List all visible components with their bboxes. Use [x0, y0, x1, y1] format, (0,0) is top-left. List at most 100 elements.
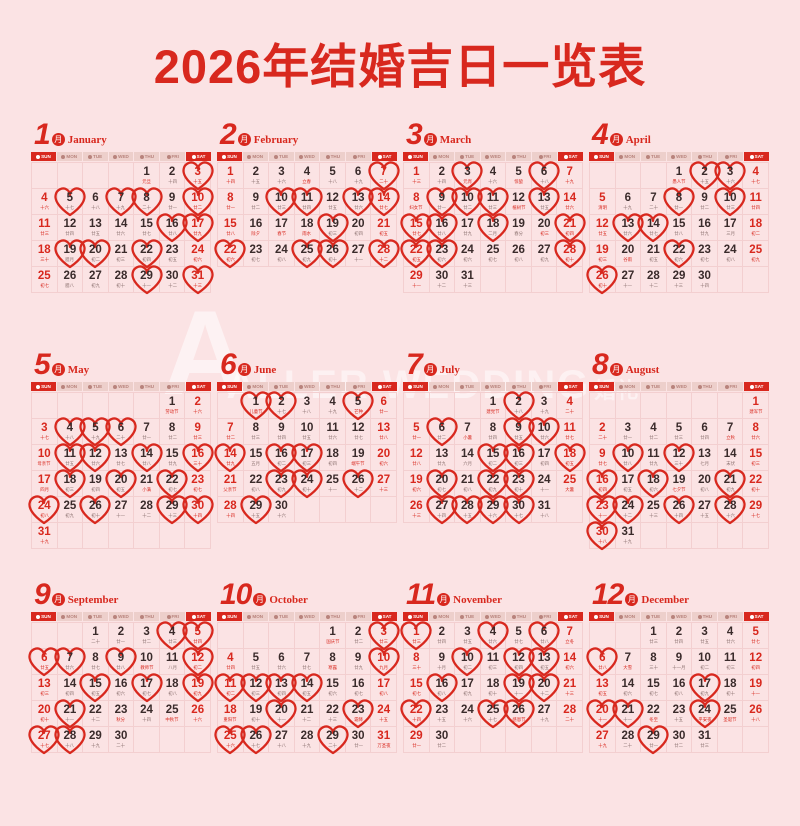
day-cell[interactable]: 31 十三 [455, 267, 481, 293]
day-cell[interactable]: 4 廿三 [156, 620, 188, 650]
day-cell[interactable]: 7 立冬 [557, 623, 583, 649]
day-cell[interactable]: 13 廿五 [528, 186, 560, 216]
day-cell[interactable]: 16 廿八 [156, 212, 188, 242]
day-cell[interactable]: 16 初八 [666, 675, 693, 701]
day-cell[interactable]: 29 十一 [404, 267, 430, 293]
day-cell[interactable]: 13 廿七 [108, 445, 135, 471]
day-cell[interactable]: 18 初十 [717, 675, 744, 701]
day-cell[interactable]: 28 二十 [615, 727, 642, 753]
day-cell[interactable]: 30 十四 [182, 494, 214, 524]
day-cell[interactable]: 5 十九 [79, 416, 112, 446]
day-cell[interactable]: 5 十七 [54, 186, 86, 216]
day-cell[interactable]: 15 初六 [320, 675, 346, 701]
day-cell[interactable]: 27 十一 [108, 497, 135, 523]
day-cell[interactable]: 20 初二 [79, 238, 112, 268]
day-cell[interactable]: 15 初七 [404, 675, 430, 701]
day-cell[interactable]: 14 廿九 [214, 442, 246, 472]
day-cell[interactable]: 28 十八 [54, 724, 86, 754]
day-cell[interactable]: 15 廿七 [134, 215, 160, 241]
day-cell[interactable]: 3 元宵 [451, 160, 484, 190]
day-cell[interactable]: 24 初八 [28, 494, 60, 524]
day-cell[interactable]: 4 廿六 [717, 623, 744, 649]
day-cell[interactable]: 12 廿五 [320, 189, 346, 215]
day-cell[interactable]: 16 廿九 [692, 215, 718, 241]
day-cell[interactable]: 21 初九 [714, 468, 746, 498]
day-cell[interactable]: 22 初五 [400, 238, 432, 268]
day-cell[interactable]: 24 初六 [185, 241, 211, 267]
day-cell[interactable]: 21 十二 [294, 701, 321, 727]
day-cell[interactable]: 10 廿二 [451, 186, 484, 216]
day-cell[interactable]: 9 廿三 [185, 419, 211, 445]
day-cell[interactable]: 21 小满 [134, 471, 160, 497]
day-cell[interactable]: 29 廿一 [637, 724, 670, 754]
day-cell[interactable]: 8 廿四 [480, 419, 507, 445]
day-cell[interactable]: 25 初九 [57, 497, 84, 523]
day-cell[interactable]: 24 十五 [371, 701, 397, 727]
day-cell[interactable]: 12 廿七 [345, 419, 372, 445]
day-cell[interactable]: 12 初三 [240, 672, 272, 702]
day-cell[interactable]: 26 初十 [316, 238, 349, 268]
day-cell[interactable]: 28 十九 [294, 727, 321, 753]
day-cell[interactable]: 26 感恩节 [502, 698, 535, 728]
day-cell[interactable]: 21 初四 [554, 212, 586, 242]
day-cell[interactable]: 23 初七 [692, 241, 718, 267]
day-cell[interactable]: 10 廿六 [528, 416, 560, 446]
day-cell[interactable]: 10 九月 [368, 646, 400, 676]
day-cell[interactable]: 22 初八 [243, 471, 270, 497]
day-cell[interactable]: 30 十二 [429, 267, 456, 293]
day-cell[interactable]: 8 廿二 [159, 419, 186, 445]
day-cell[interactable]: 14 初四 [57, 675, 84, 701]
day-cell[interactable]: 12 初二 [182, 646, 214, 676]
day-cell[interactable]: 6 廿六 [269, 649, 295, 675]
day-cell[interactable]: 28 十二 [641, 267, 667, 293]
day-cell[interactable]: 6 廿一 [371, 393, 397, 419]
day-cell[interactable]: 17 春节 [269, 215, 295, 241]
day-cell[interactable]: 19 初十 [243, 701, 270, 727]
day-cell[interactable]: 25 初九 [743, 241, 769, 267]
day-cell[interactable]: 2 十五 [243, 163, 270, 189]
day-cell[interactable]: 1 儿童节 [240, 390, 272, 420]
day-cell[interactable]: 23 初六 [426, 238, 458, 268]
day-cell[interactable]: 31 十九 [32, 523, 58, 549]
day-cell[interactable]: 11 廿七 [557, 419, 583, 445]
day-cell[interactable]: 14 初六 [615, 675, 642, 701]
day-cell[interactable]: 15 廿八 [666, 215, 693, 241]
day-cell[interactable]: 8 廿一 [218, 189, 244, 215]
day-cell[interactable]: 26 十八 [743, 701, 769, 727]
day-cell[interactable]: 17 初九 [688, 672, 721, 702]
day-cell[interactable]: 18 三十 [32, 241, 58, 267]
day-cell[interactable]: 24 初十 [291, 468, 323, 498]
day-cell[interactable]: 13 七月 [692, 445, 718, 471]
day-cell[interactable]: 25 中秋节 [159, 701, 186, 727]
day-cell[interactable]: 25 十一 [320, 471, 346, 497]
day-cell[interactable]: 7 二十 [368, 160, 400, 190]
day-cell[interactable]: 4 十六 [480, 163, 507, 189]
day-cell[interactable]: 26 十二 [342, 468, 374, 498]
day-cell[interactable]: 4 廿六 [477, 620, 509, 650]
day-cell[interactable]: 9 廿七 [590, 445, 616, 471]
day-cell[interactable]: 27 十一 [345, 241, 372, 267]
day-cell[interactable]: 29 十六 [477, 494, 509, 524]
day-cell[interactable]: 29 十三 [156, 494, 188, 524]
day-cell[interactable]: 29 十三 [666, 267, 693, 293]
day-cell[interactable]: 16 三十 [182, 442, 214, 472]
day-cell[interactable]: 20 初三 [531, 215, 558, 241]
day-cell[interactable]: 30 十八 [586, 520, 618, 550]
day-cell[interactable]: 26 初十 [586, 264, 618, 294]
day-cell[interactable]: 23 霜降 [342, 698, 374, 728]
day-cell[interactable]: 18 初三 [54, 468, 86, 498]
day-cell[interactable]: 7 十九 [557, 163, 583, 189]
day-cell[interactable]: 11 廿三 [477, 186, 509, 216]
day-cell[interactable]: 27 十七 [28, 724, 60, 754]
day-cell[interactable]: 17 初九 [455, 675, 481, 701]
day-cell[interactable]: 7 二十 [641, 189, 667, 215]
day-cell[interactable]: 23 秋分 [108, 701, 135, 727]
day-cell[interactable]: 7 廿二 [218, 419, 244, 445]
day-cell[interactable]: 16 初六 [108, 675, 135, 701]
day-cell[interactable]: 13 初五 [528, 646, 560, 676]
day-cell[interactable]: 2 廿四 [666, 623, 693, 649]
day-cell[interactable]: 29 十七 [743, 497, 769, 523]
day-cell[interactable]: 6 廿八 [528, 620, 560, 650]
day-cell[interactable]: 1 元旦 [134, 163, 160, 189]
day-cell[interactable]: 23 十一 [586, 494, 618, 524]
